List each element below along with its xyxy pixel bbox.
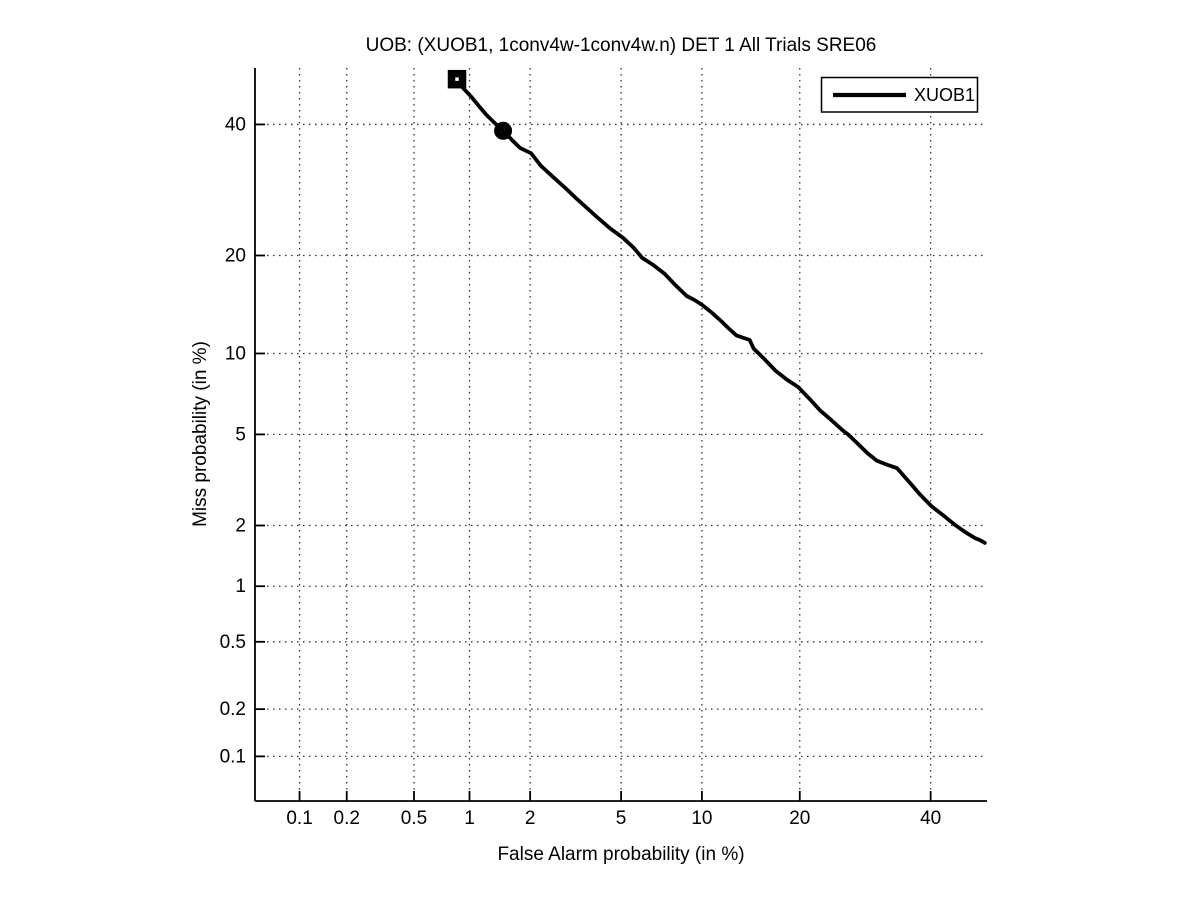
tick-labels: 0.1 0.2 0.5 1 2 5 10 20 40 0.1 0.2 0.5 1 2 5 10 20 40 (220, 114, 942, 829)
square-marker (447, 69, 467, 89)
det-curve (455, 77, 987, 545)
y-tick-label: 10 (225, 343, 246, 364)
x-tick-label: 5 (616, 808, 627, 829)
y-tick-label: 0.1 (220, 746, 246, 767)
x-tick-label: 10 (691, 808, 712, 829)
y-tick-label: 1 (235, 576, 246, 597)
x-tick-label: 40 (920, 808, 941, 829)
operating-point-markers (447, 69, 513, 140)
det-curve-layer (455, 77, 987, 545)
x-tick-label: 1 (464, 808, 475, 829)
x-tick-label: 0.2 (334, 808, 360, 829)
grid (255, 68, 987, 801)
y-tick-label: 2 (235, 515, 246, 536)
y-tick-label: 0.5 (220, 632, 246, 653)
x-axis-label: False Alarm probability (in %) (497, 844, 744, 865)
y-tick-label: 40 (225, 114, 246, 135)
legend-label: XUOB1 (914, 85, 975, 105)
circle-marker (494, 121, 513, 140)
chart-title: UOB: (XUOB1, 1conv4w-1conv4w.n) DET 1 Al… (366, 35, 877, 56)
y-axis-label: Miss probability (in %) (190, 341, 211, 527)
axis-ticks (255, 123, 932, 801)
x-tick-label: 0.1 (286, 808, 312, 829)
y-tick-label: 5 (235, 424, 246, 445)
x-tick-label: 20 (789, 808, 810, 829)
y-tick-label: 0.2 (220, 699, 246, 720)
x-tick-label: 0.5 (401, 808, 427, 829)
y-tick-label: 20 (225, 245, 246, 266)
legend: XUOB1 (820, 76, 979, 113)
x-tick-label: 2 (525, 808, 536, 829)
